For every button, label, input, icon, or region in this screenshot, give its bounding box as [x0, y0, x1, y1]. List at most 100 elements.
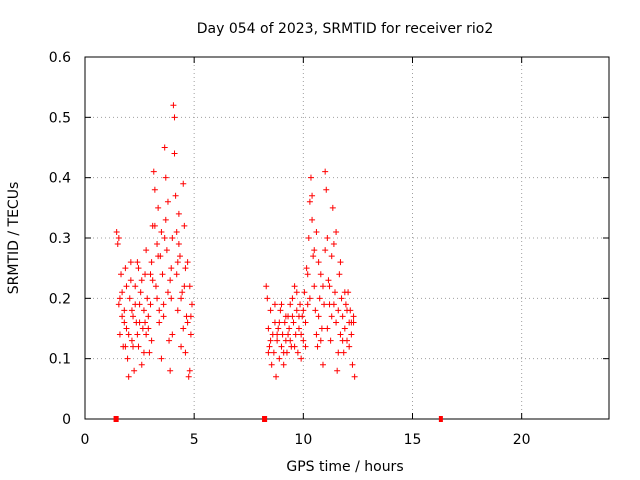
- data-point: [180, 180, 187, 187]
- data-point: [145, 325, 152, 332]
- data-point: [161, 144, 168, 151]
- data-point: [348, 331, 355, 338]
- data-point: [310, 253, 317, 260]
- data-point: [274, 337, 281, 344]
- data-point: [324, 325, 331, 332]
- grid-lines: [85, 57, 609, 419]
- data-point: [113, 228, 120, 235]
- data-point: [287, 337, 294, 344]
- data-point: [143, 331, 150, 338]
- data-point: [152, 283, 159, 290]
- data-point: [155, 204, 162, 211]
- data-point: [313, 228, 320, 235]
- data-point: [329, 204, 336, 211]
- data-point: [140, 307, 147, 314]
- data-point: [317, 337, 324, 344]
- data-point: [118, 271, 125, 278]
- data-point: [306, 198, 313, 205]
- data-point: [149, 277, 156, 284]
- data-point: [146, 349, 153, 356]
- data-point: [301, 289, 308, 296]
- data-point: [314, 343, 321, 350]
- data-point: [131, 367, 138, 374]
- data-point: [287, 301, 294, 308]
- data-point: [274, 331, 281, 338]
- x-tick-label: 10: [294, 432, 312, 448]
- x-axis-label: GPS time / hours: [286, 459, 403, 475]
- y-tick-label: 0.4: [49, 171, 71, 187]
- data-point: [306, 295, 313, 302]
- data-point: [139, 325, 146, 332]
- data-point: [341, 289, 348, 296]
- data-point: [300, 307, 307, 314]
- data-point: [265, 325, 272, 332]
- data-point: [173, 228, 180, 235]
- data-point: [132, 283, 139, 290]
- data-point: [169, 331, 176, 338]
- data-point: [278, 343, 285, 350]
- data-point: [182, 265, 189, 272]
- data-point: [293, 289, 300, 296]
- data-point: [147, 301, 154, 308]
- data-point: [277, 307, 284, 314]
- data-point: [115, 301, 122, 308]
- data-points: [113, 102, 443, 422]
- data-point: [155, 253, 162, 260]
- data-point: [166, 337, 173, 344]
- data-point: [130, 343, 137, 350]
- data-point: [309, 192, 316, 199]
- data-point: [128, 337, 135, 344]
- data-point: [142, 271, 149, 278]
- data-point: [319, 283, 326, 290]
- data-point: [115, 235, 122, 241]
- data-point: [150, 168, 157, 175]
- data-point: [334, 367, 341, 374]
- data-point: [328, 253, 335, 260]
- data-point: [339, 313, 346, 320]
- data-point: [271, 301, 278, 308]
- data-point: [292, 331, 299, 338]
- data-point: [137, 289, 144, 296]
- data-point: [263, 283, 270, 290]
- data-point: [276, 319, 283, 326]
- data-point: [164, 289, 171, 296]
- data-point: [147, 271, 154, 278]
- data-point: [134, 259, 141, 266]
- data-point: [163, 247, 170, 254]
- data-point: [333, 319, 340, 326]
- data-point: [175, 210, 182, 217]
- data-point: [167, 367, 174, 374]
- y-tick-label: 0.6: [49, 50, 71, 66]
- data-point: [346, 343, 353, 350]
- zero-marker: [263, 416, 268, 422]
- data-point: [298, 331, 305, 338]
- data-point: [188, 301, 195, 308]
- data-point: [180, 325, 187, 332]
- data-point: [173, 271, 180, 278]
- data-point: [300, 337, 307, 344]
- data-point: [142, 319, 149, 326]
- data-point: [140, 349, 147, 356]
- y-tick-label: 0.2: [49, 291, 71, 307]
- data-point: [311, 283, 318, 290]
- data-point: [181, 283, 188, 290]
- data-point: [341, 325, 348, 332]
- data-point: [348, 319, 355, 326]
- data-point: [187, 313, 194, 320]
- data-point: [302, 343, 309, 350]
- data-point: [154, 295, 161, 302]
- data-point: [148, 259, 155, 266]
- data-point: [114, 241, 121, 248]
- data-point: [312, 307, 319, 314]
- data-point: [187, 331, 194, 338]
- data-point: [339, 337, 346, 344]
- data-point: [162, 216, 169, 223]
- data-point: [305, 235, 312, 241]
- data-point: [171, 150, 178, 157]
- x-tick-label: 15: [404, 432, 422, 448]
- data-point: [324, 235, 331, 241]
- zero-marker: [114, 416, 119, 422]
- data-point: [175, 241, 182, 248]
- data-point: [333, 228, 340, 235]
- data-point: [122, 343, 129, 350]
